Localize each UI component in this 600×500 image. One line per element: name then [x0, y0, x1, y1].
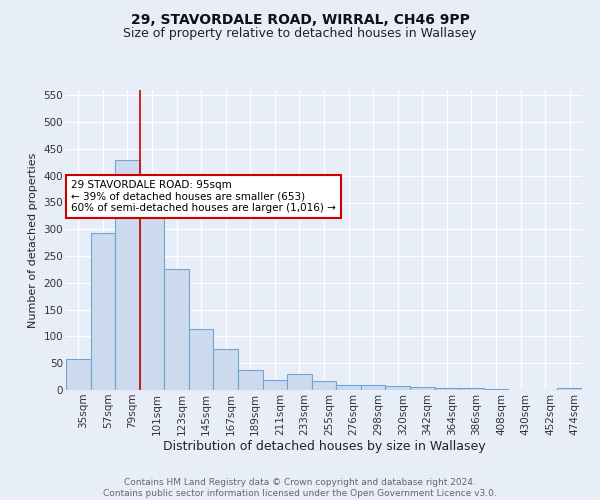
Bar [557, 388, 582, 390]
Bar [164, 269, 189, 390]
Bar [410, 388, 434, 390]
Bar [459, 388, 484, 390]
Bar [91, 233, 115, 390]
Bar [189, 329, 214, 390]
Text: Contains HM Land Registry data © Crown copyright and database right 2024.
Contai: Contains HM Land Registry data © Crown c… [103, 478, 497, 498]
Text: Size of property relative to detached houses in Wallasey: Size of property relative to detached ho… [124, 28, 476, 40]
Bar [287, 374, 312, 390]
Bar [214, 350, 238, 390]
Text: 29, STAVORDALE ROAD, WIRRAL, CH46 9PP: 29, STAVORDALE ROAD, WIRRAL, CH46 9PP [131, 12, 469, 26]
Text: 29 STAVORDALE ROAD: 95sqm
← 39% of detached houses are smaller (653)
60% of semi: 29 STAVORDALE ROAD: 95sqm ← 39% of detac… [71, 180, 336, 213]
Bar [238, 370, 263, 390]
Bar [115, 160, 140, 390]
Y-axis label: Number of detached properties: Number of detached properties [28, 152, 38, 328]
Bar [336, 384, 361, 390]
X-axis label: Distribution of detached houses by size in Wallasey: Distribution of detached houses by size … [163, 440, 485, 454]
Bar [312, 381, 336, 390]
Bar [434, 388, 459, 390]
Bar [66, 360, 91, 390]
Bar [361, 384, 385, 390]
Bar [140, 193, 164, 390]
Bar [263, 380, 287, 390]
Bar [385, 386, 410, 390]
